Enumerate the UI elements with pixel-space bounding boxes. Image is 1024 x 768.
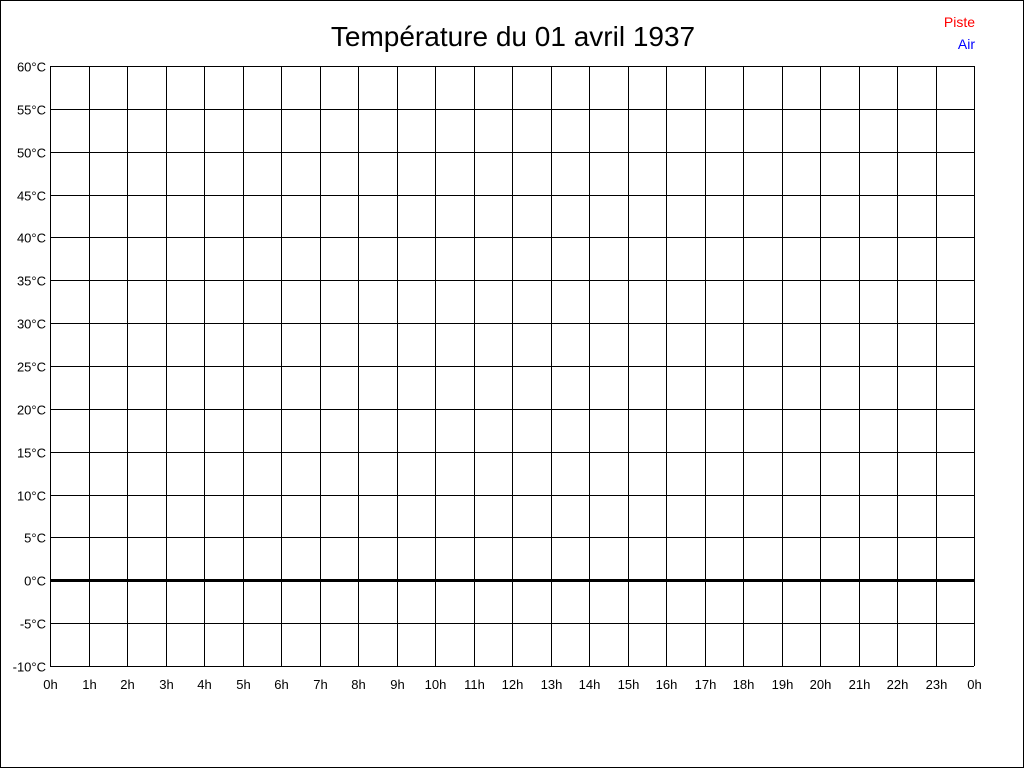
y-tick-label: 40°C	[17, 231, 46, 246]
y-axis-ticks: -10°C -5°C 0°C 5°C 10°C 15°C 20°C 25°C 30°C 35°C 4…	[13, 60, 46, 675]
y-tick-label: 25°C	[17, 360, 46, 375]
y-tick-label: 15°C	[17, 446, 46, 461]
x-tick-label: 5h	[236, 677, 250, 692]
y-tick-label: -10°C	[13, 660, 46, 675]
x-tick-label: 4h	[197, 677, 211, 692]
x-tick-label: 23h	[926, 677, 948, 692]
x-axis-ticks: 0h 1h 2h 3h 4h 5h 6h 7h 8h 9h 10h 11h 12h 13h 14h 15h 16…	[43, 677, 981, 692]
grid	[50, 66, 975, 667]
x-tick-label: 8h	[351, 677, 365, 692]
x-tick-label: 7h	[313, 677, 327, 692]
x-tick-label: 6h	[274, 677, 288, 692]
x-tick-label: 3h	[159, 677, 173, 692]
x-tick-label: 10h	[425, 677, 447, 692]
x-tick-label: 9h	[390, 677, 404, 692]
x-tick-label: 19h	[772, 677, 794, 692]
x-tick-label: 18h	[733, 677, 755, 692]
x-tick-label: 16h	[656, 677, 678, 692]
x-tick-label: 22h	[887, 677, 909, 692]
chart-title: Température du 01 avril 1937	[331, 21, 695, 52]
legend-entry-piste: Piste	[944, 14, 975, 30]
x-tick-label: 0h	[967, 677, 981, 692]
y-tick-label: 20°C	[17, 403, 46, 418]
x-tick-label: 14h	[579, 677, 601, 692]
x-tick-label: 1h	[82, 677, 96, 692]
y-tick-label: 0°C	[24, 574, 46, 589]
x-tick-label: 20h	[810, 677, 832, 692]
y-tick-label: 30°C	[17, 317, 46, 332]
y-tick-label: 5°C	[24, 531, 46, 546]
x-tick-label: 12h	[502, 677, 524, 692]
x-tick-label: 11h	[464, 677, 485, 692]
y-tick-label: 45°C	[17, 189, 46, 204]
legend-entry-air: Air	[958, 36, 975, 52]
x-tick-label: 13h	[541, 677, 563, 692]
y-tick-label: 55°C	[17, 103, 46, 118]
x-tick-label: 2h	[120, 677, 134, 692]
x-tick-label: 0h	[43, 677, 57, 692]
x-tick-label: 15h	[618, 677, 640, 692]
y-tick-label: 10°C	[17, 489, 46, 504]
y-tick-label: 50°C	[17, 146, 46, 161]
y-tick-label: -5°C	[20, 617, 46, 632]
x-tick-label: 21h	[849, 677, 871, 692]
y-tick-label: 35°C	[17, 274, 46, 289]
legend: Piste Air	[944, 14, 975, 52]
x-tick-label: 17h	[695, 677, 717, 692]
y-tick-label: 60°C	[17, 60, 46, 75]
